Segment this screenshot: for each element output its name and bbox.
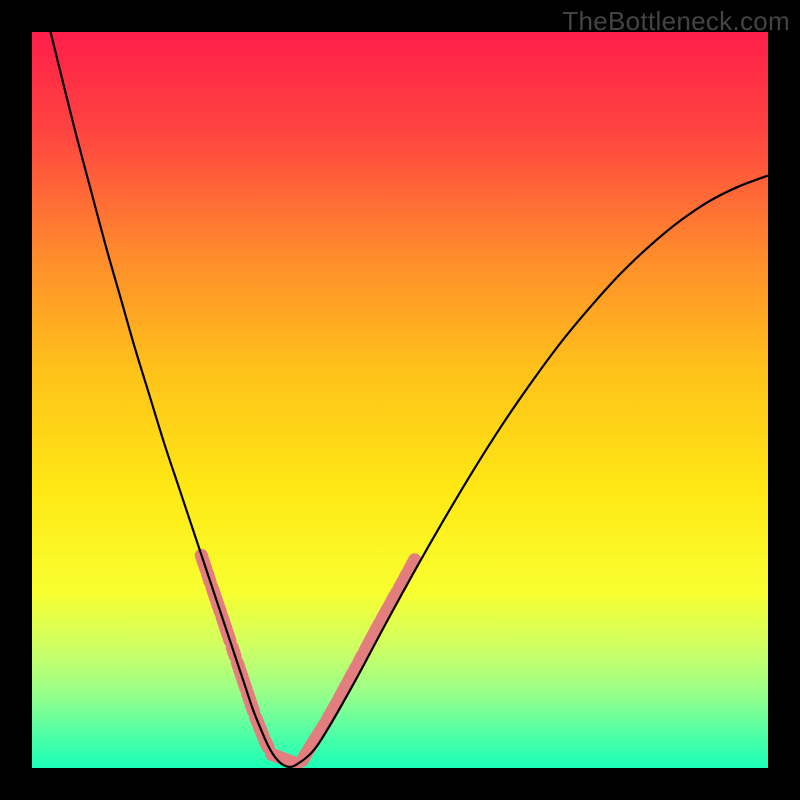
main-curve (32, 32, 768, 767)
overlay-dash-segment (327, 702, 337, 720)
chart-svg (32, 32, 768, 768)
figure-root: TheBottleneck.com (0, 0, 800, 800)
plot-area (32, 32, 768, 768)
overlay-dash-segment (410, 560, 415, 570)
overlay-dashes-group (201, 555, 414, 764)
